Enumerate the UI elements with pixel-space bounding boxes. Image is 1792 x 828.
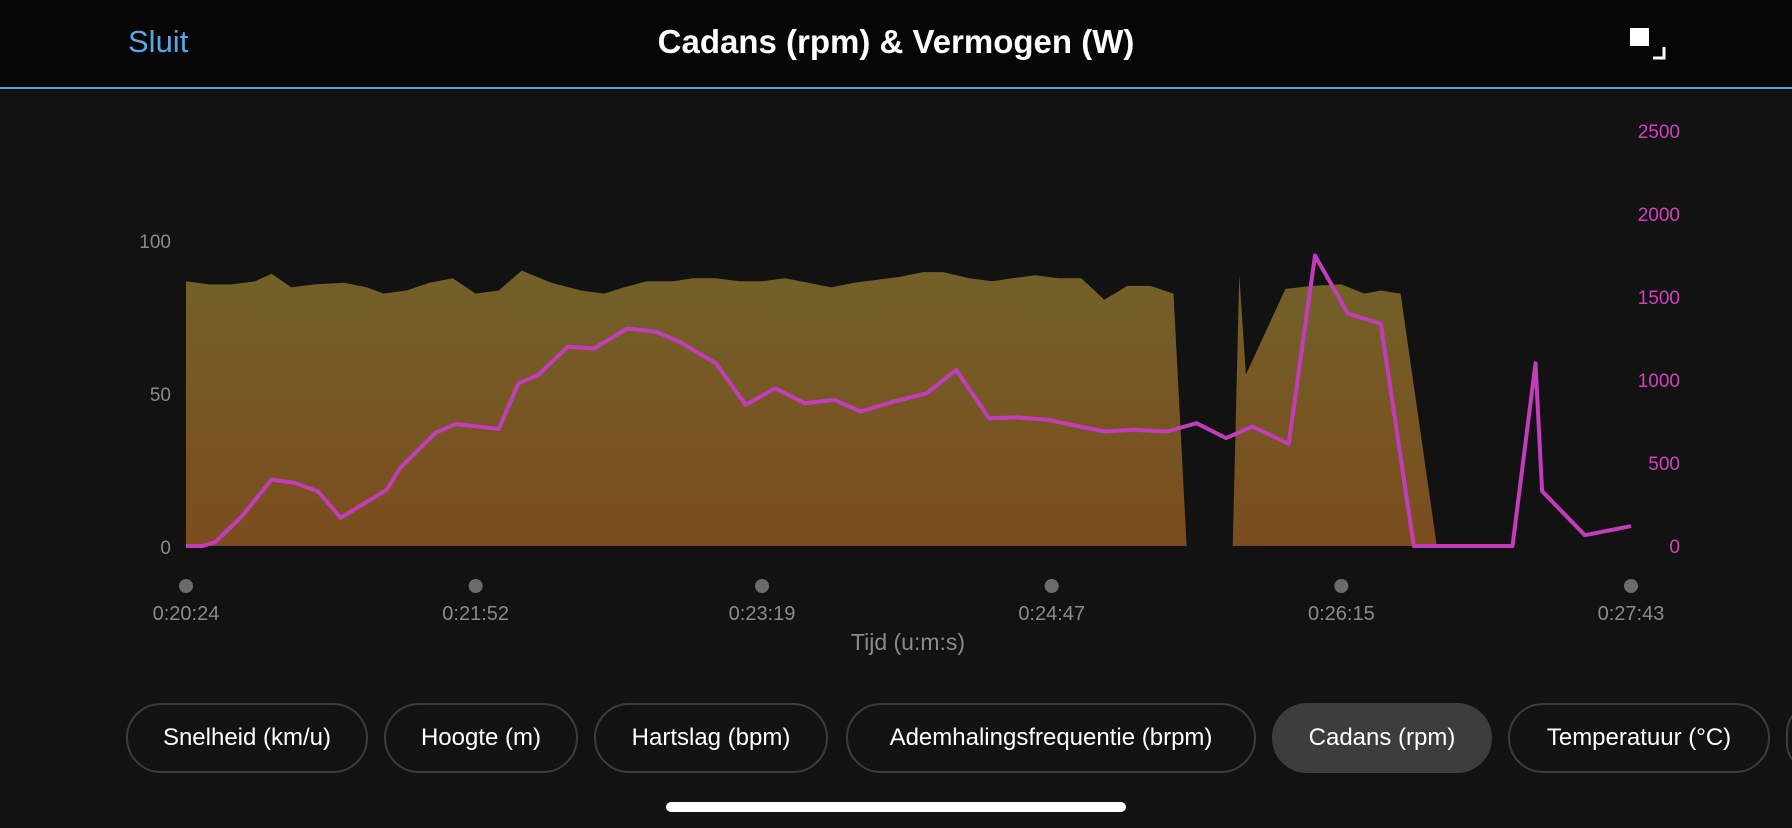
x-axis-tick-marker: [1044, 579, 1059, 593]
metric-chip[interactable]: Hartslag (bpm): [594, 703, 828, 773]
cadence-power-chart: 0 50 100 0 500 1000 1500 2000 2500 0:20:24 0:21:…: [139, 122, 1680, 655]
x-axis-tick-label: 0:20:24: [153, 603, 220, 625]
page-title: Cadans (rpm) & Vermogen (W): [657, 23, 1135, 60]
power-line: [186, 253, 1632, 548]
x-axis-tick-label: 0:21:52: [442, 603, 509, 625]
metric-chip[interactable]: Hoogte (m): [384, 703, 578, 773]
metric-chip[interactable]: Snelheid (km/u): [126, 703, 368, 773]
metric-chip[interactable]: Ademhalingsfrequentie (brpm): [846, 703, 1256, 773]
x-axis-tick-label: 0:23:19: [729, 603, 796, 625]
cadence-area: [186, 270, 1631, 546]
home-indicator: [666, 802, 1126, 812]
right-axis-tick-label: 500: [1648, 454, 1680, 475]
left-axis-tick-label: 100: [139, 232, 171, 253]
x-axis-tick-label: 0:26:15: [1308, 603, 1375, 625]
x-axis-tick-marker: [1624, 579, 1638, 593]
x-axis-tick-marker: [468, 579, 483, 593]
left-axis-tick-label: 50: [150, 385, 171, 406]
metric-chip[interactable]: Cadans (rpm): [1272, 703, 1492, 773]
right-axis-tick-label: 0: [1669, 537, 1680, 558]
right-axis-tick-label: 2000: [1638, 205, 1680, 226]
close-button[interactable]: Sluit: [128, 24, 189, 59]
x-axis-tick-marker: [1334, 579, 1349, 593]
x-axis-tick-label: 0:27:43: [1598, 603, 1665, 625]
metric-chip[interactable]: Temperatuur (°C): [1508, 703, 1770, 773]
right-axis-tick-label: 2500: [1638, 122, 1680, 143]
metric-chip-bar: Snelheid (km/u) Hoogte (m) Hartslag (bpm) A…: [0, 703, 1792, 775]
top-bar: Sluit Cadans (rpm) & Vermogen (W): [0, 0, 1792, 89]
right-axis-tick-label: 1000: [1638, 371, 1680, 392]
x-axis-tick-label: 0:24:47: [1018, 603, 1085, 625]
x-axis-title: Tijd (u:m:s): [851, 629, 965, 655]
x-axis-tick-marker: [179, 579, 193, 593]
x-axis-tick-marker: [755, 579, 770, 593]
metric-chip[interactable]: [1786, 703, 1792, 773]
left-axis-tick-label: 0: [160, 538, 171, 559]
expand-icon[interactable]: [1628, 26, 1666, 62]
right-axis-tick-label: 1500: [1638, 288, 1680, 309]
